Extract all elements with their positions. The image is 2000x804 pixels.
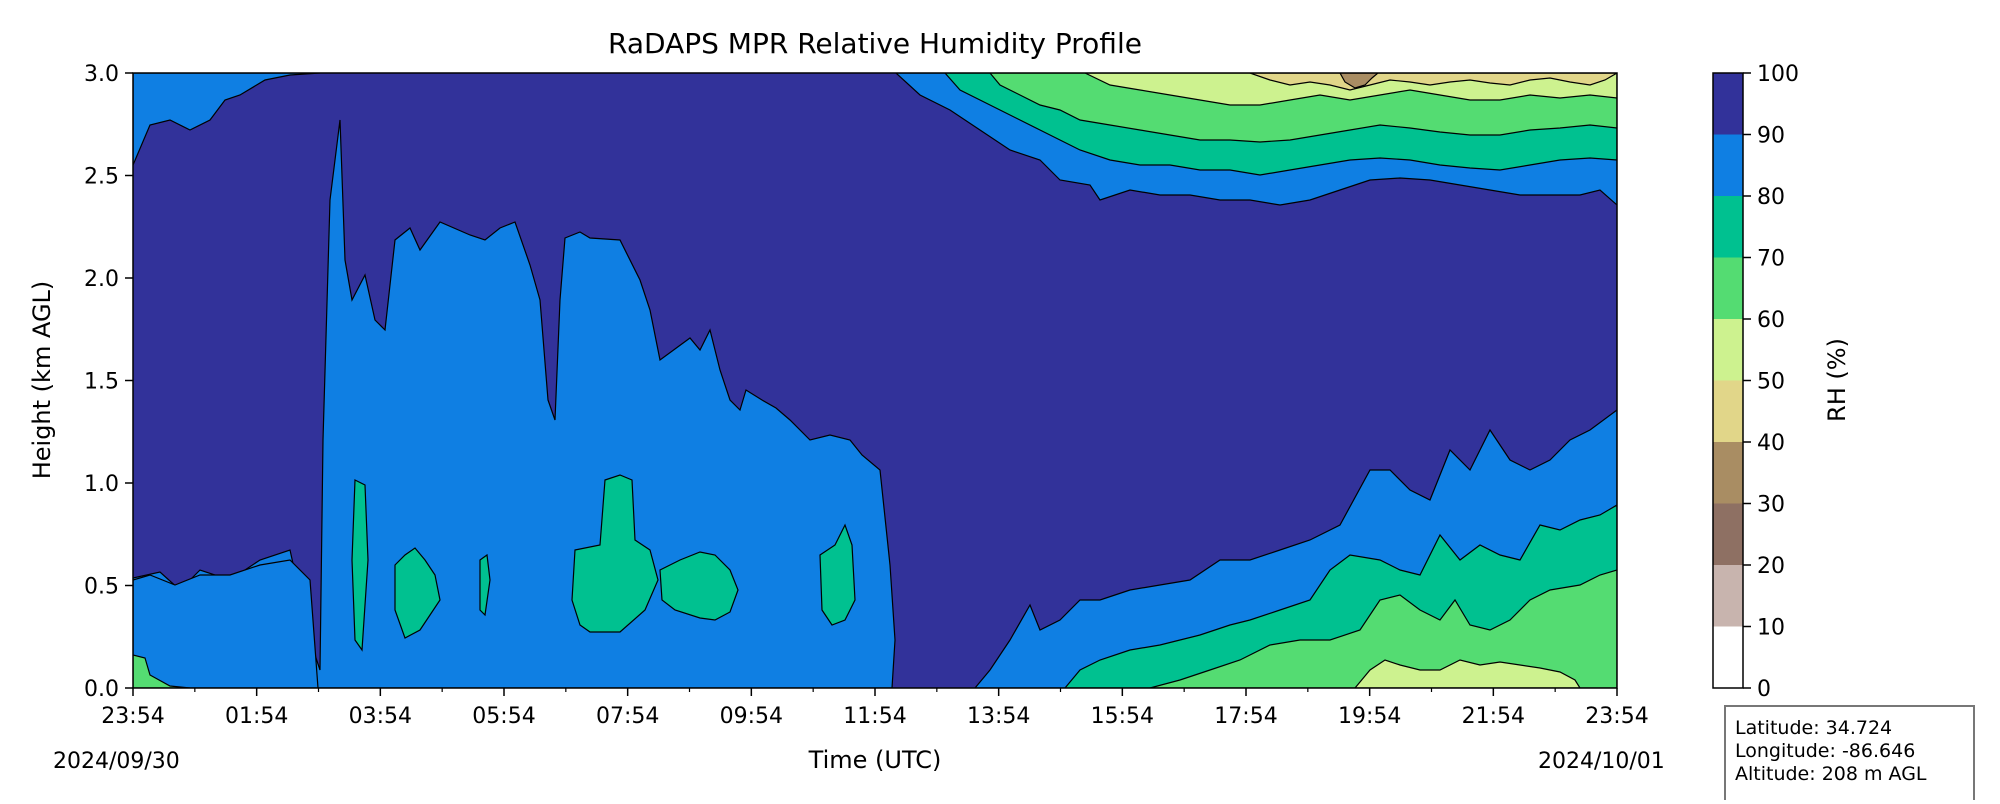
contour-fill-60-70-late [1149, 569, 1617, 688]
site-info-box: Latitude: 34.724 Longitude: -86.646 Alti… [1724, 705, 1975, 804]
y-tick-label: 2.0 [84, 267, 119, 292]
y-tick-label: 0.0 [84, 677, 119, 702]
x-tick-label: 19:54 [1338, 704, 1401, 729]
site-longitude: Longitude: -86.646 [1735, 740, 1915, 762]
x-tick-label: 07:54 [596, 704, 659, 729]
colorbar-band [1713, 626, 1743, 688]
colorbar-tick-label: 20 [1757, 554, 1785, 579]
contour-fill-80-90-main [133, 119, 896, 688]
contour-fill-80-90-top-early [133, 73, 321, 166]
colorbar-band [1713, 196, 1743, 258]
x-tick-label: 03:54 [349, 704, 412, 729]
colorbar-tick-label: 100 [1757, 62, 1799, 87]
x-axis: 23:54 01:54 03:54 05:54 07:54 09:54 11:54 13:54… [101, 688, 1649, 729]
colorbar-tick-label: 50 [1757, 370, 1785, 395]
contour-fill-70-80-cell-2 [394, 547, 441, 639]
x-date-end: 2024/10/01 [1538, 749, 1665, 774]
contour-fill-30-40-late-upper [1339, 73, 1379, 89]
x-tick-label: 11:54 [843, 704, 906, 729]
colorbar-tick-label: 0 [1757, 677, 1771, 702]
colorbar-tick-label: 90 [1757, 124, 1785, 149]
contour-plot-area [133, 73, 1617, 688]
colorbar-tick-label: 40 [1757, 431, 1785, 456]
y-tick-label: 1.0 [84, 472, 119, 497]
contour-fill-70-80-surface-early [133, 654, 191, 688]
x-tick-label: 05:54 [472, 704, 535, 729]
colorbar-band [1713, 565, 1743, 627]
contour-fill-70-80-cell-5 [659, 551, 739, 621]
colorbar-tick-label: 30 [1757, 493, 1785, 518]
colorbar-title: RH (%) [1823, 338, 1851, 422]
x-tick-label: 13:54 [967, 704, 1030, 729]
colorbar-band [1713, 380, 1743, 442]
site-altitude: Altitude: 208 m AGL [1735, 763, 1927, 785]
colorbar-band [1713, 257, 1743, 319]
x-tick-label: 17:54 [1214, 704, 1277, 729]
x-tick-label: 15:54 [1091, 704, 1154, 729]
contour-fill-70-80-cell-3 [479, 553, 491, 617]
y-tick-label: 3.0 [84, 62, 119, 87]
colorbar-band [1713, 134, 1743, 196]
y-axis-title: Height (km AGL) [28, 281, 56, 480]
colorbar: 0 10 20 30 40 50 60 70 80 90 100 [1712, 62, 1799, 702]
chart-title: RaDAPS MPR Relative Humidity Profile [608, 27, 1142, 60]
x-axis-title: Time (UTC) [808, 746, 942, 774]
x-tick-label: 23:54 [1585, 704, 1648, 729]
contour-fill-70-80-cell-4 [571, 474, 659, 633]
site-info-frame [1724, 705, 1975, 804]
x-date-start: 2024/09/30 [53, 749, 180, 774]
colorbar-tick-label: 80 [1757, 185, 1785, 210]
contour-fill-50-60-late [1354, 659, 1581, 688]
contour-fill-70-80-cell-6 [819, 523, 856, 626]
y-tick-label: 1.5 [84, 370, 119, 395]
colorbar-tick-label: 60 [1757, 308, 1785, 333]
x-tick-label: 01:54 [225, 704, 288, 729]
site-latitude: Latitude: 34.724 [1735, 717, 1892, 739]
colorbar-band [1713, 503, 1743, 565]
colorbar-band [1713, 73, 1743, 135]
colorbar-band [1713, 319, 1743, 381]
y-tick-label: 0.5 [84, 575, 119, 600]
x-tick-label: 23:54 [101, 704, 164, 729]
x-tick-label: 09:54 [720, 704, 783, 729]
colorbar-band [1713, 442, 1743, 504]
colorbar-tick-label: 70 [1757, 247, 1785, 272]
x-tick-label: 21:54 [1462, 704, 1525, 729]
contour-fill-70-80-cell-1 [351, 479, 369, 652]
colorbar-tick-label: 10 [1757, 616, 1785, 641]
y-tick-label: 2.5 [84, 165, 119, 190]
contour-fill-80-90-surface-early [133, 559, 319, 688]
y-axis: 0.0 0.5 1.0 1.5 2.0 2.5 3.0 [84, 62, 133, 702]
